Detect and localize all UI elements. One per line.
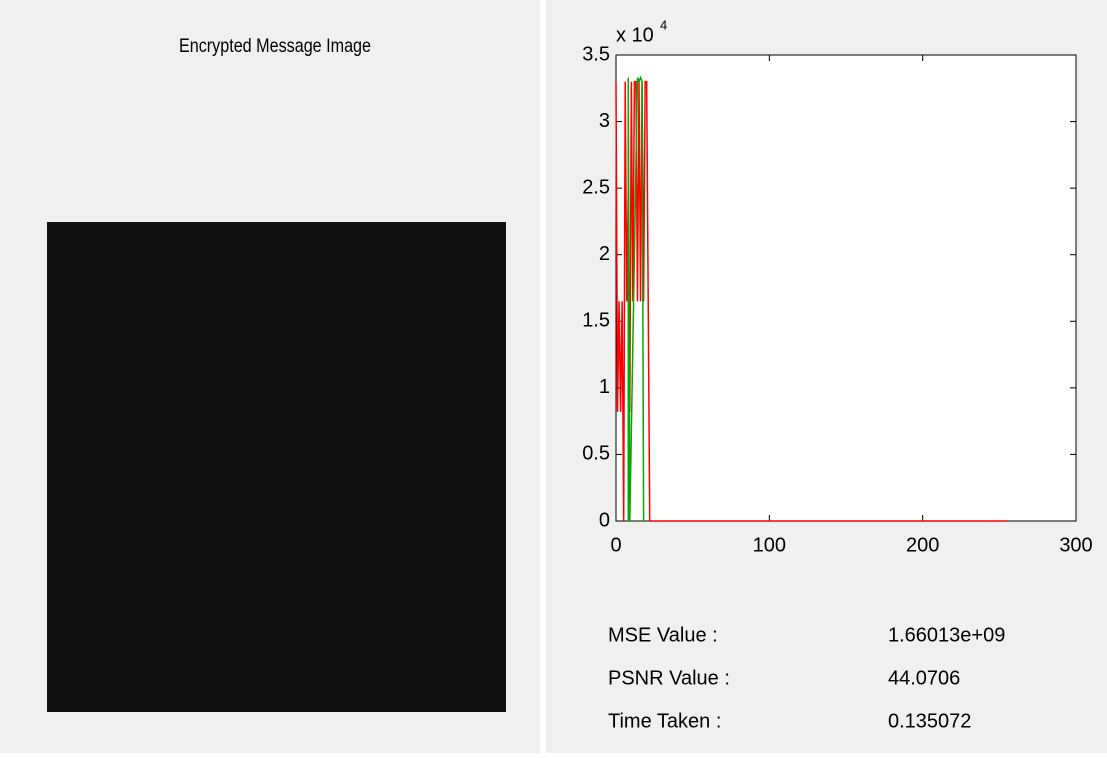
y-tick-label: 0.5: [582, 443, 610, 465]
stat-value: 1.66013e+09: [888, 624, 1005, 646]
y-tick-label: 0: [599, 509, 610, 531]
x-tick-label: 100: [753, 534, 786, 556]
plot-area: [616, 55, 1076, 521]
gui-window: Encrypted Message Image x 10 4 0 0.5 1 1.5 2…: [0, 0, 1107, 753]
x-tick-label: 300: [1059, 534, 1092, 556]
stat-value: 44.0706: [888, 667, 960, 689]
encrypted-image: [47, 222, 506, 712]
x-tick-label: 0: [610, 534, 621, 556]
y-tick-label: 2: [599, 243, 610, 265]
y-tick-label: 2.5: [582, 176, 610, 198]
stat-label: PSNR Value :: [608, 667, 730, 689]
stat-label: Time Taken :: [608, 710, 721, 732]
image-title: Encrypted Message Image: [179, 35, 371, 57]
y-tick-label: 1.5: [582, 310, 610, 332]
stat-value: 0.135072: [888, 710, 971, 732]
x-tick-label: 200: [906, 534, 939, 556]
y-scale-exponent: 4: [660, 17, 667, 32]
stat-label: MSE Value :: [608, 624, 718, 646]
y-tick-label: 3.5: [582, 43, 610, 65]
y-tick-label: 3: [599, 110, 610, 132]
y-scale-base: x 10: [616, 24, 654, 46]
y-tick-label: 1: [599, 376, 610, 398]
